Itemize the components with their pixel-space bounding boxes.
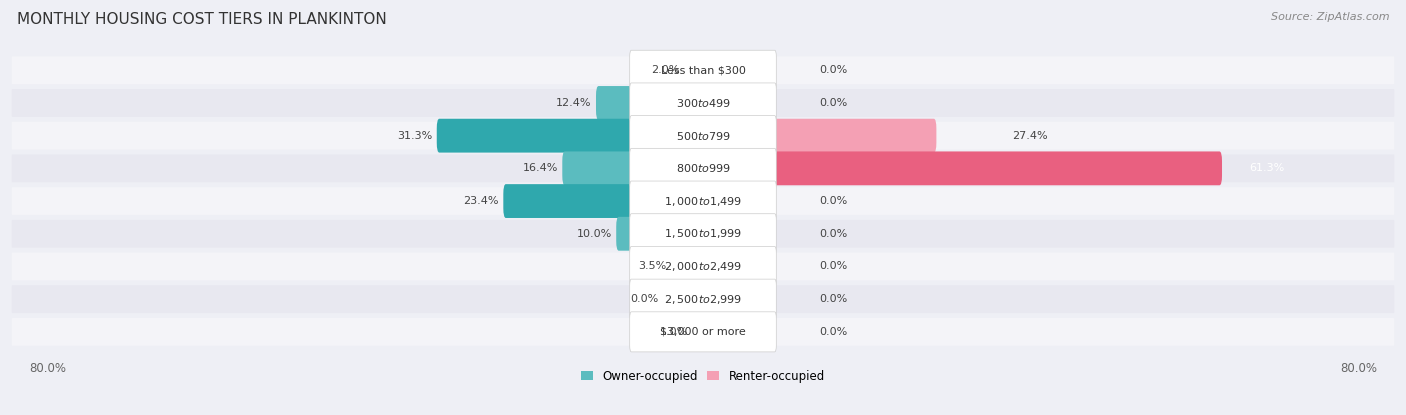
Text: 0.0%: 0.0% — [820, 98, 848, 108]
Text: $1,500 to $1,999: $1,500 to $1,999 — [664, 227, 742, 240]
FancyBboxPatch shape — [741, 54, 775, 87]
FancyBboxPatch shape — [741, 86, 775, 120]
Text: 80.0%: 80.0% — [1340, 362, 1376, 375]
Text: $500 to $799: $500 to $799 — [675, 129, 731, 142]
FancyBboxPatch shape — [11, 187, 1395, 215]
FancyBboxPatch shape — [11, 318, 1395, 346]
Text: Less than $300: Less than $300 — [661, 65, 745, 75]
Text: 0.0%: 0.0% — [820, 294, 848, 304]
FancyBboxPatch shape — [11, 89, 1395, 117]
Text: 80.0%: 80.0% — [30, 362, 66, 375]
Text: 0.0%: 0.0% — [630, 294, 658, 304]
FancyBboxPatch shape — [630, 214, 776, 254]
FancyBboxPatch shape — [741, 282, 775, 316]
FancyBboxPatch shape — [437, 119, 634, 153]
FancyBboxPatch shape — [11, 122, 1395, 149]
Text: 16.4%: 16.4% — [523, 164, 558, 173]
Text: 0.0%: 0.0% — [820, 196, 848, 206]
FancyBboxPatch shape — [11, 154, 1395, 182]
Text: $300 to $499: $300 to $499 — [675, 97, 731, 109]
Text: 3.5%: 3.5% — [638, 261, 666, 271]
Text: 0.0%: 0.0% — [820, 261, 848, 271]
FancyBboxPatch shape — [772, 151, 1222, 185]
FancyBboxPatch shape — [741, 184, 775, 218]
Text: $3,000 or more: $3,000 or more — [661, 327, 745, 337]
FancyBboxPatch shape — [741, 217, 775, 251]
FancyBboxPatch shape — [562, 151, 634, 185]
Text: MONTHLY HOUSING COST TIERS IN PLANKINTON: MONTHLY HOUSING COST TIERS IN PLANKINTON — [17, 12, 387, 27]
FancyBboxPatch shape — [630, 148, 776, 188]
FancyBboxPatch shape — [630, 181, 776, 221]
FancyBboxPatch shape — [596, 86, 634, 120]
FancyBboxPatch shape — [11, 220, 1395, 248]
FancyBboxPatch shape — [630, 116, 776, 156]
FancyBboxPatch shape — [11, 56, 1395, 84]
Text: 0.0%: 0.0% — [820, 229, 848, 239]
FancyBboxPatch shape — [741, 315, 775, 349]
Text: Source: ZipAtlas.com: Source: ZipAtlas.com — [1271, 12, 1389, 22]
Text: 0.0%: 0.0% — [820, 65, 848, 75]
Legend: Owner-occupied, Renter-occupied: Owner-occupied, Renter-occupied — [581, 370, 825, 383]
Text: $800 to $999: $800 to $999 — [675, 162, 731, 174]
Text: 2.0%: 2.0% — [651, 65, 679, 75]
FancyBboxPatch shape — [630, 247, 776, 286]
FancyBboxPatch shape — [631, 249, 673, 283]
Text: 12.4%: 12.4% — [557, 98, 592, 108]
FancyBboxPatch shape — [631, 54, 686, 87]
FancyBboxPatch shape — [772, 119, 936, 153]
FancyBboxPatch shape — [11, 253, 1395, 281]
Text: 27.4%: 27.4% — [1012, 131, 1047, 141]
FancyBboxPatch shape — [631, 315, 695, 349]
Text: $1,000 to $1,499: $1,000 to $1,499 — [664, 195, 742, 208]
Text: $2,000 to $2,499: $2,000 to $2,499 — [664, 260, 742, 273]
Text: 61.3%: 61.3% — [1249, 164, 1284, 173]
Text: 1.0%: 1.0% — [659, 327, 688, 337]
FancyBboxPatch shape — [616, 217, 634, 251]
Text: $2,500 to $2,999: $2,500 to $2,999 — [664, 293, 742, 306]
Text: 10.0%: 10.0% — [576, 229, 612, 239]
FancyBboxPatch shape — [741, 249, 775, 283]
FancyBboxPatch shape — [630, 312, 776, 352]
FancyBboxPatch shape — [630, 279, 776, 319]
FancyBboxPatch shape — [503, 184, 634, 218]
Text: 31.3%: 31.3% — [398, 131, 433, 141]
FancyBboxPatch shape — [631, 282, 665, 316]
FancyBboxPatch shape — [11, 285, 1395, 313]
Text: 0.0%: 0.0% — [820, 327, 848, 337]
FancyBboxPatch shape — [630, 83, 776, 123]
FancyBboxPatch shape — [630, 50, 776, 90]
Text: 23.4%: 23.4% — [464, 196, 499, 206]
